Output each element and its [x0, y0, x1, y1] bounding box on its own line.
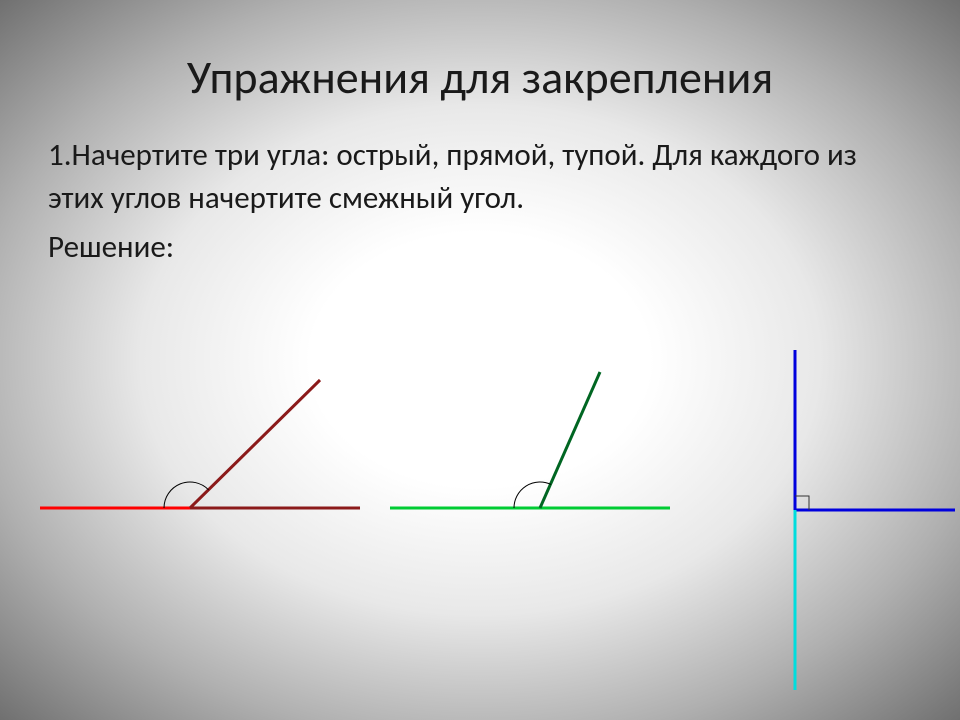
- right-angle-diagram: [710, 330, 960, 720]
- obtuse-angle-diagram: [380, 360, 680, 560]
- slide-title: Упражнения для закрепления: [48, 50, 912, 106]
- solution-label: Решение:: [48, 226, 912, 269]
- task-text: 1.Начертите три угла: острый, прямой, ту…: [48, 134, 912, 220]
- slide-content: Упражнения для закрепления 1.Начертите т…: [0, 0, 960, 268]
- diagram-area: [0, 350, 960, 720]
- acute-angle-diagram: [30, 360, 370, 560]
